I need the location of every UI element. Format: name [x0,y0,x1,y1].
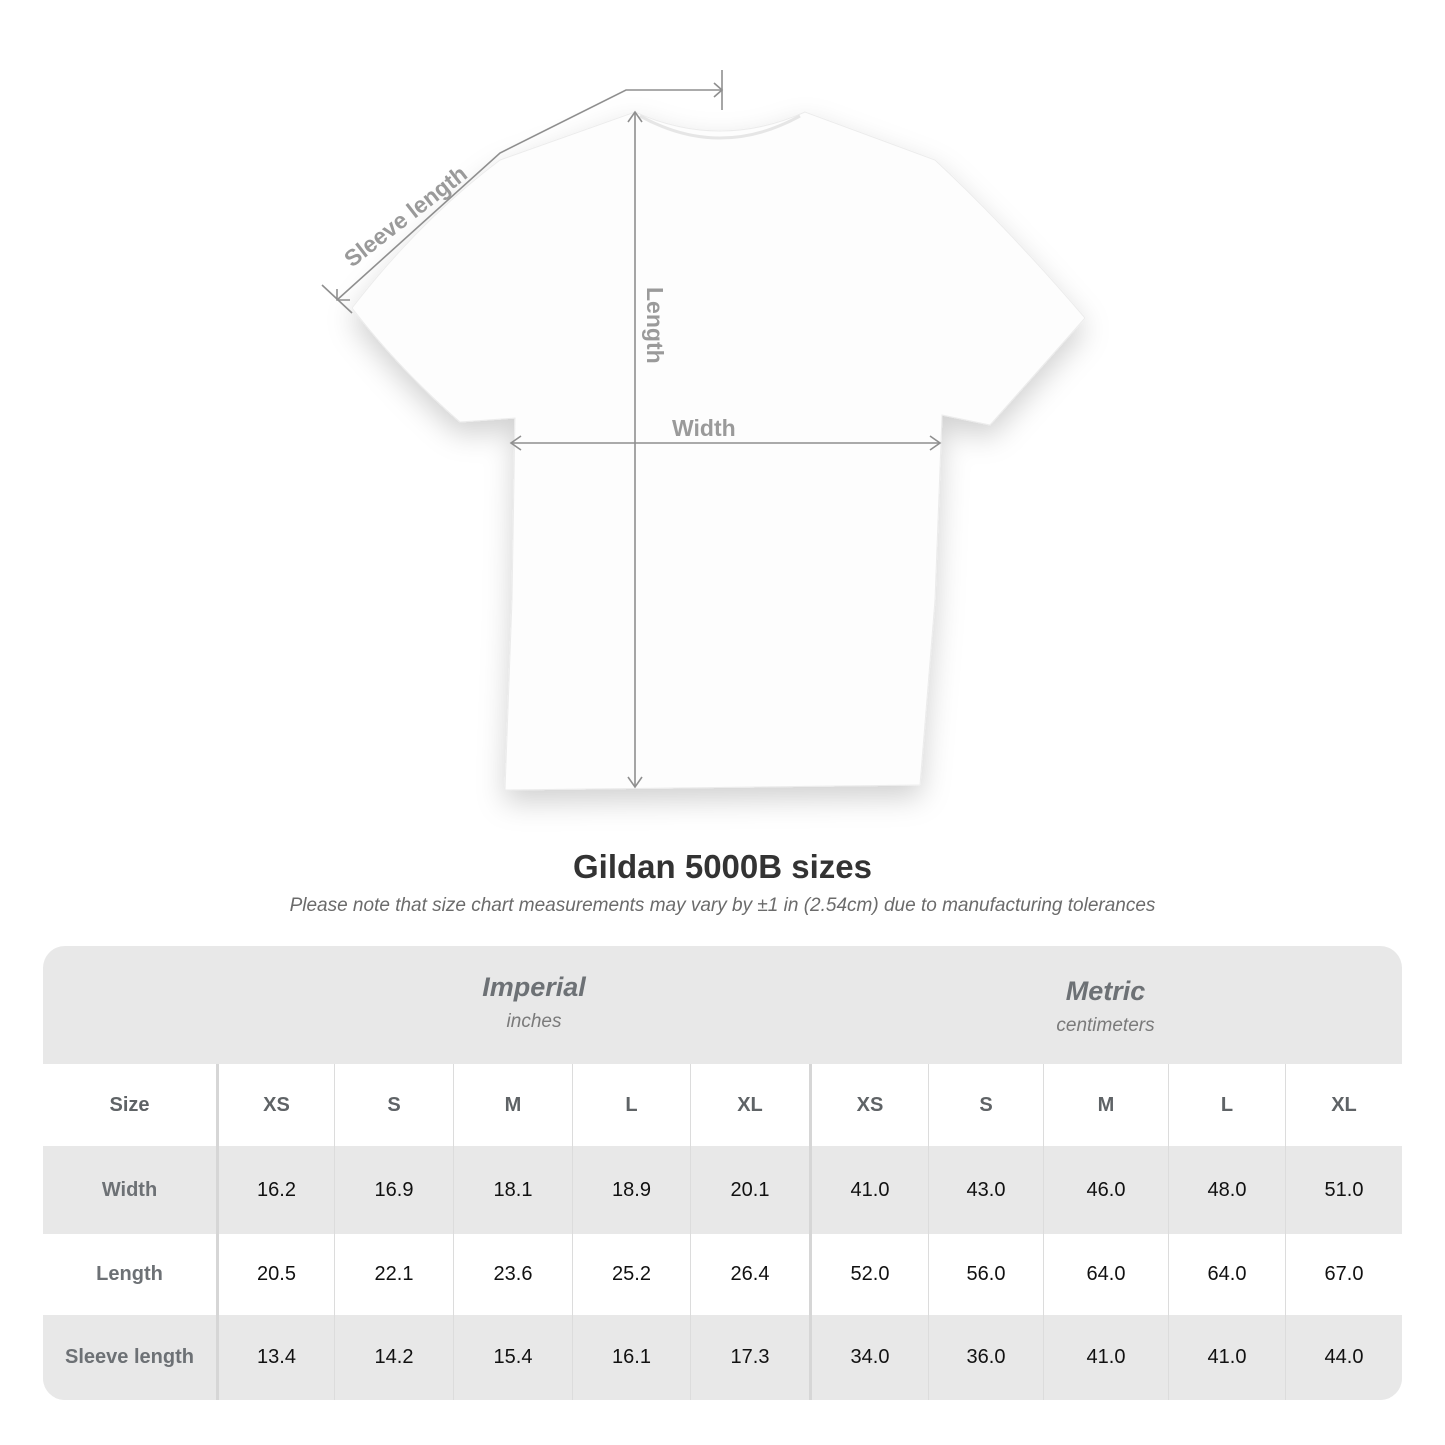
table-cell: 18.1 [453,1146,572,1234]
table-cell: 26.4 [690,1234,809,1315]
imperial-header: Imperial inches [216,946,852,1090]
table-row-width: Width 16.2 16.9 18.1 18.9 20.1 41.0 43.0 46.0 48.… [43,1146,1402,1234]
row-label: Length [96,1263,163,1285]
table-cell: XL [690,1064,809,1146]
table-cell: 51.0 [1285,1146,1402,1234]
imperial-title: Imperial [482,972,586,1002]
table-cell: 23.6 [453,1234,572,1315]
table-cell: 34.0 [809,1315,928,1400]
table-cell: L [572,1064,690,1146]
table-cell: 41.0 [1043,1315,1168,1400]
tolerance-note: Please note that size chart measurements… [289,895,1156,916]
metric-unit: centimeters [1056,1015,1155,1036]
table-cell: S [928,1064,1043,1146]
page-title: Gildan 5000B sizes [573,848,872,885]
width-label: Width [672,415,736,441]
table-cell: 43.0 [928,1146,1043,1234]
table-cell: 16.1 [572,1315,690,1400]
metric-title: Metric [1065,976,1146,1006]
metric-header: Metric centimeters [809,946,1402,1094]
table-cell: 41.0 [1168,1315,1285,1400]
table-cell: M [1043,1064,1168,1146]
table-cell: M [453,1064,572,1146]
table-cell: 52.0 [809,1234,928,1315]
table-header-row: Size XS S M L XL XS S M L XL [43,1064,1402,1146]
table-cell: 18.9 [572,1146,690,1234]
table-cell: 41.0 [809,1146,928,1234]
table-cell: 56.0 [928,1234,1043,1315]
table-cell: 15.4 [453,1315,572,1400]
table-cell: 20.5 [216,1234,334,1315]
table-cell: 14.2 [334,1315,453,1400]
row-label: Sleeve length [65,1346,194,1368]
table-cell: S [334,1064,453,1146]
table-cell: XS [216,1064,334,1146]
tshirt-diagram: Sleeve length Length Width [321,70,1086,791]
imperial-unit: inches [506,1011,562,1032]
table-cell: 16.9 [334,1146,453,1234]
tshirt-shape [351,111,1086,791]
table-row-length: Length 20.5 22.1 23.6 25.2 26.4 52.0 56.0 64.0 64… [43,1234,1402,1315]
table-cell: 25.2 [572,1234,690,1315]
table-cell: 13.4 [216,1315,334,1400]
row-label: Size [109,1093,150,1116]
table-cell: 64.0 [1043,1234,1168,1315]
table-cell: 48.0 [1168,1146,1285,1234]
table-cell: 20.1 [690,1146,809,1234]
table-cell: XL [1285,1064,1402,1146]
table-cell: 22.1 [334,1234,453,1315]
table-cell: 16.2 [216,1146,334,1234]
table-cell: 44.0 [1285,1315,1402,1400]
table-cell: XS [809,1064,928,1146]
size-table: Imperial inches Metric centimeters Size X… [43,946,1402,1400]
length-label: Length [642,287,668,364]
table-cell: 67.0 [1285,1234,1402,1315]
table-cell: 17.3 [690,1315,809,1400]
table-cell: 64.0 [1168,1234,1285,1315]
row-label: Width [101,1178,158,1201]
table-row-sleeve-length: Sleeve length 13.4 14.2 15.4 16.1 17.3 34.0 36.… [43,1315,1402,1400]
table-cell: L [1168,1064,1285,1146]
table-cell: 36.0 [928,1315,1043,1400]
table-cell: 46.0 [1043,1146,1168,1234]
